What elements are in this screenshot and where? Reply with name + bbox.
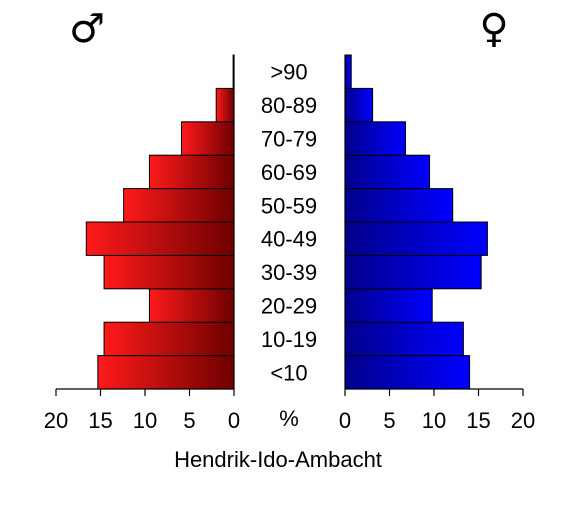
male-bar-70-79 bbox=[180, 121, 235, 156]
female-bars bbox=[344, 54, 488, 390]
female-bar-70-79 bbox=[344, 121, 407, 156]
male-bar-60-69 bbox=[148, 154, 235, 190]
female-tick-label-10: 10 bbox=[422, 408, 446, 433]
male-bar-30-39 bbox=[103, 254, 235, 290]
female-bar->90 bbox=[344, 54, 352, 89]
female-bar-60-69 bbox=[344, 154, 431, 190]
male-x-axis: 0 5 10 15 20 bbox=[44, 388, 240, 433]
age-label-<10: <10 bbox=[270, 360, 307, 385]
age-label-10-19: 10-19 bbox=[261, 327, 317, 352]
female-bar-30-39 bbox=[344, 254, 482, 290]
male-bar-80-89 bbox=[215, 87, 235, 123]
age-group-labels: <10 10-19 20-29 30-39 40-49 50-59 60-69 70-79 80… bbox=[261, 60, 317, 386]
female-x-axis: 0 5 10 15 20 bbox=[339, 388, 535, 433]
chart-title: Hendrik-Ido-Ambacht bbox=[174, 447, 382, 472]
male-symbol-icon: ♂ bbox=[69, 6, 105, 52]
male-bar-10-19 bbox=[103, 321, 235, 357]
male-bar-20-29 bbox=[148, 288, 235, 323]
female-bar-50-59 bbox=[344, 188, 454, 223]
age-label-80-89: 80-89 bbox=[261, 93, 317, 118]
male-bars bbox=[85, 54, 235, 390]
male-tick-label-5: 5 bbox=[183, 408, 195, 433]
female-bar-40-49 bbox=[344, 221, 488, 256]
female-bar-10-19 bbox=[344, 321, 464, 357]
age-label-20-29: 20-29 bbox=[261, 294, 317, 319]
female-bar-<10 bbox=[344, 355, 471, 390]
female-tick-label-15: 15 bbox=[466, 408, 490, 433]
female-bar-20-29 bbox=[344, 288, 433, 323]
male-bar-40-49 bbox=[85, 221, 235, 256]
age-label-70-79: 70-79 bbox=[261, 127, 317, 152]
male-tick-label-10: 10 bbox=[133, 408, 157, 433]
male-tick-label-20: 20 bbox=[44, 408, 68, 433]
female-tick-label-5: 5 bbox=[383, 408, 395, 433]
age-label-60-69: 60-69 bbox=[261, 160, 317, 185]
age-label-40-49: 40-49 bbox=[261, 227, 317, 252]
male-tick-label-0: 0 bbox=[228, 408, 240, 433]
male-tick-label-15: 15 bbox=[88, 408, 112, 433]
male-bar-<10 bbox=[97, 355, 235, 390]
male-bar-50-59 bbox=[123, 188, 235, 223]
age-label-50-59: 50-59 bbox=[261, 193, 317, 218]
age-label->90: >90 bbox=[270, 60, 307, 85]
female-symbol-icon: ♀ bbox=[479, 6, 508, 52]
female-tick-label-0: 0 bbox=[339, 408, 351, 433]
age-label-30-39: 30-39 bbox=[261, 260, 317, 285]
female-bar-80-89 bbox=[344, 87, 374, 123]
unit-label: % bbox=[279, 406, 299, 431]
female-tick-label-20: 20 bbox=[511, 408, 535, 433]
